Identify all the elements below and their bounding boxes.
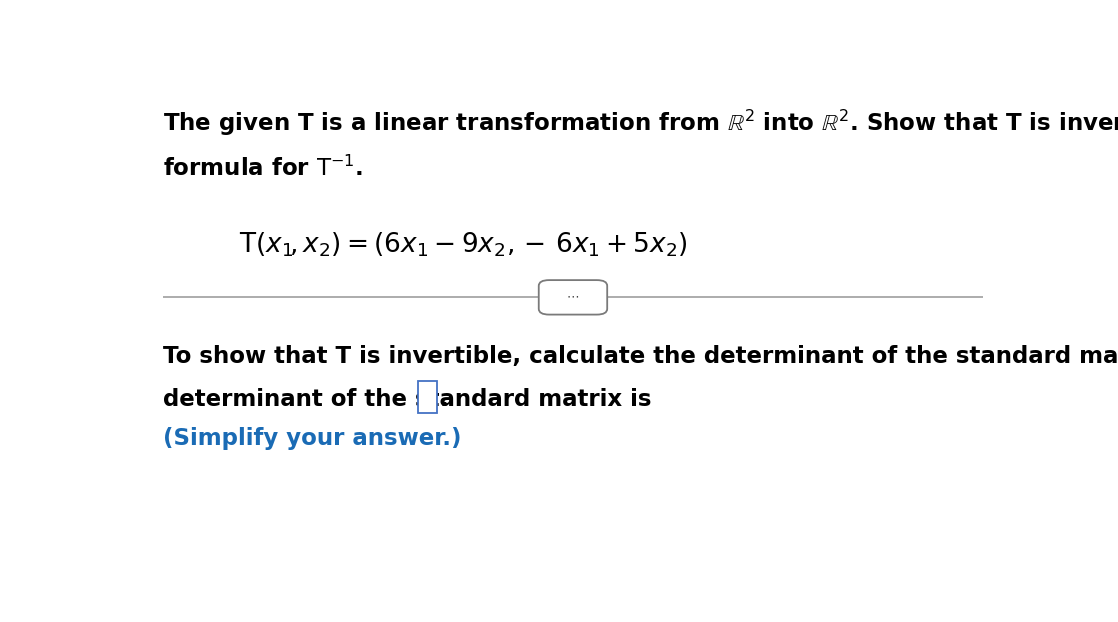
Text: ⋯: ⋯: [567, 291, 579, 304]
Text: determinant of the standard matrix is: determinant of the standard matrix is: [163, 388, 660, 411]
Text: The given T is a linear transformation from $\mathbb{R}^2$ into $\mathbb{R}^2$. : The given T is a linear transformation f…: [163, 108, 1118, 138]
FancyBboxPatch shape: [539, 280, 607, 315]
Text: $\mathrm{T}\left(x_1\!,x_2\right) = \left(6x_1 - 9x_2{,}\,-\,6x_1 + 5x_2\right)$: $\mathrm{T}\left(x_1\!,x_2\right) = \lef…: [239, 230, 688, 259]
FancyBboxPatch shape: [418, 381, 436, 412]
Text: .: .: [440, 388, 448, 411]
Text: formula for $\mathrm{T}^{-1}$.: formula for $\mathrm{T}^{-1}$.: [163, 156, 363, 181]
Text: To show that T is invertible, calculate the determinant of the standard matrix f: To show that T is invertible, calculate …: [163, 345, 1118, 368]
Text: (Simplify your answer.): (Simplify your answer.): [163, 427, 462, 450]
